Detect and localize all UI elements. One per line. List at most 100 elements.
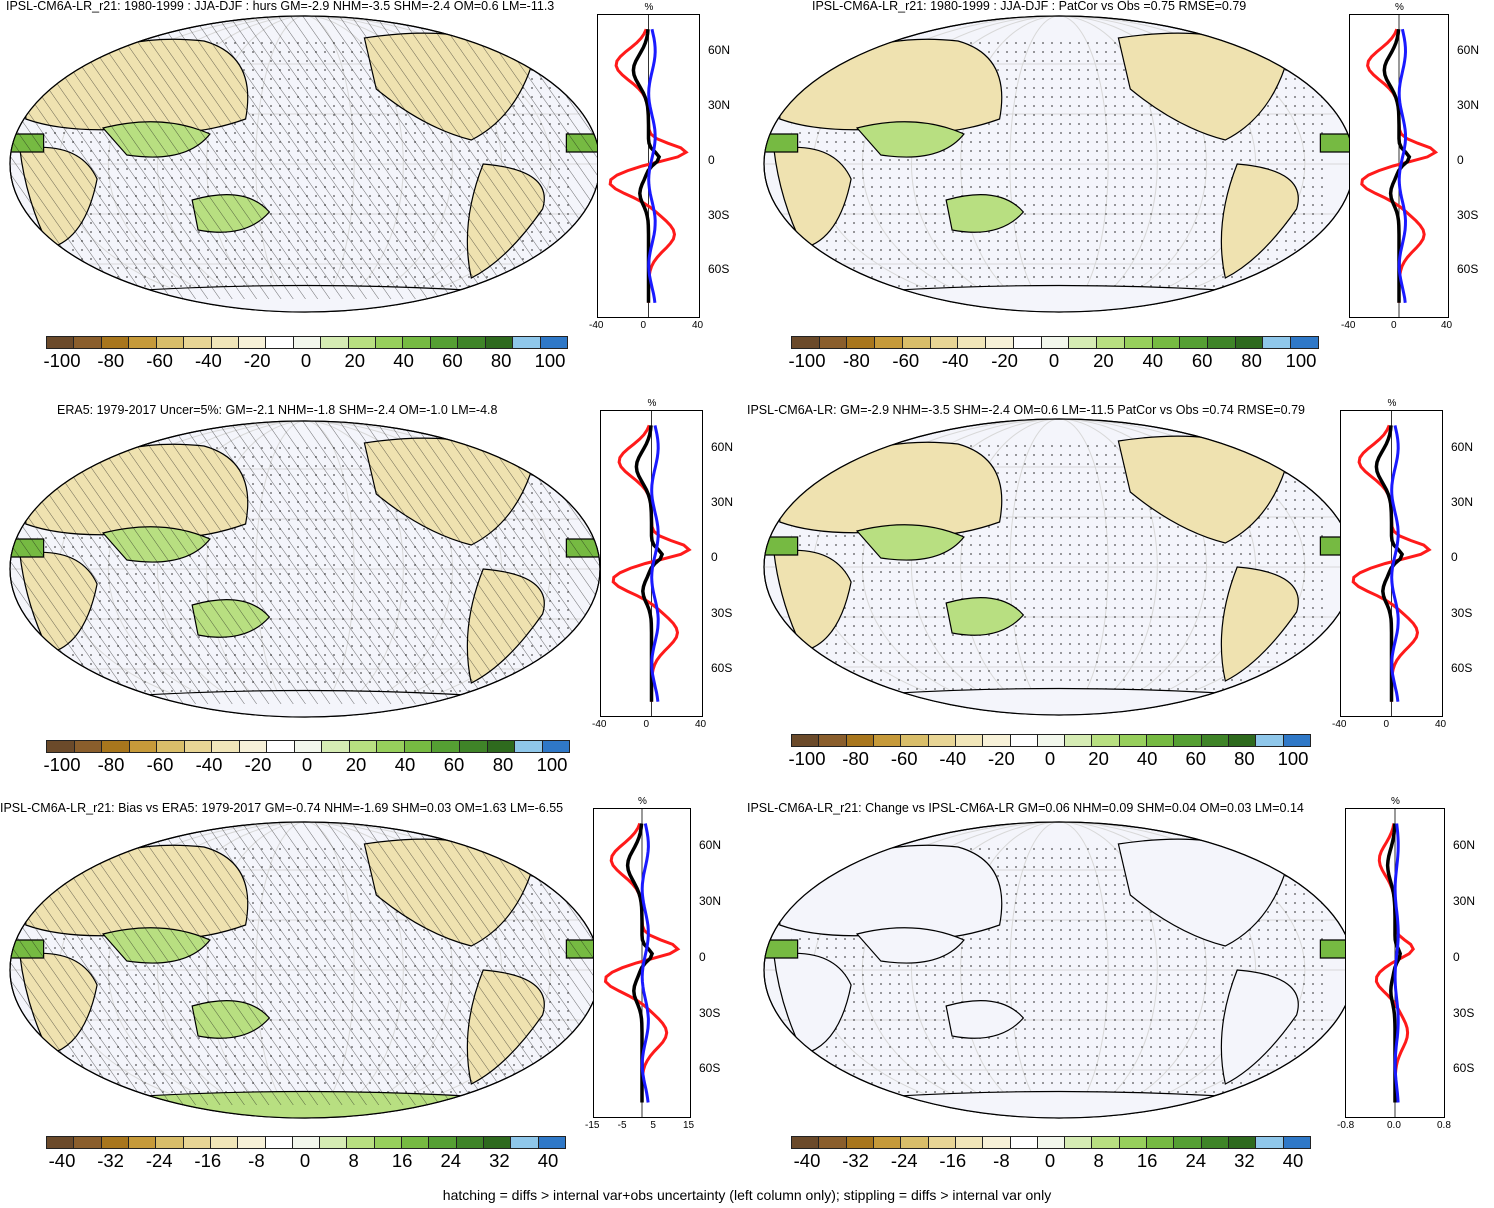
latitude-tick-label: 60N	[1457, 43, 1480, 58]
continent-eurasia	[779, 441, 1003, 536]
colorbar-swatch	[129, 741, 158, 752]
colorbar-swatch	[456, 1137, 484, 1148]
latitude-tick-label: 30N	[699, 894, 722, 908]
colorbar-tick-label: 100	[536, 754, 568, 775]
profile-line-red	[1374, 823, 1416, 1103]
colorbar-swatch	[1291, 337, 1318, 348]
colorbar-tick-label: -40	[941, 350, 969, 371]
latitude-tick-label: 60N	[711, 439, 734, 454]
panel-title: IPSL-CM6A-LR_r21: 1980-1999 : JJA-DJF : …	[6, 0, 555, 13]
latitude-tick-label: 60N	[699, 838, 722, 853]
colorbar-tick-label: 60	[1185, 748, 1207, 769]
monsoon-region	[855, 524, 965, 561]
colorbar-tick-label: -32	[842, 1150, 869, 1171]
colorbar-swatch	[1147, 735, 1175, 746]
colorbar-swatch	[102, 741, 130, 752]
colorbar-swatch	[901, 735, 929, 746]
latitude-tick-label: 30S	[711, 605, 733, 620]
latitude-tick-label: 60S	[1451, 660, 1473, 675]
colorbar-swatch	[238, 337, 267, 348]
colorbar-swatch	[374, 1137, 403, 1148]
colorbar-swatch	[792, 1137, 820, 1148]
colorbar-tick-label: -60	[146, 754, 174, 775]
panel-title: IPSL-CM6A-LR_r21: Bias vs ERA5: 1979-201…	[0, 801, 564, 815]
colorbar-tick-label: -32	[97, 1150, 124, 1171]
colorbar-swatch	[846, 735, 874, 746]
colorbar-tick-label: -80	[842, 748, 869, 769]
monsoon-region	[855, 927, 965, 964]
colorbar-swatch	[74, 337, 102, 348]
colorbar-swatch	[1263, 337, 1292, 348]
panel-title: IPSL-CM6A-LR_r21: Change vs IPSL-CM6A-LR…	[747, 801, 1304, 815]
profile-unit-label: %	[644, 2, 654, 13]
latitude-tick-label: 0	[1453, 949, 1460, 964]
colorbar-swatch	[873, 735, 902, 746]
colorbar-swatch	[47, 1137, 75, 1148]
colorbar-swatch	[955, 735, 984, 746]
colorbar-swatch	[402, 1137, 430, 1148]
colorbar-tick-label: 0	[300, 350, 312, 371]
colorbar-swatch	[101, 337, 130, 348]
colorbar-swatch	[1013, 337, 1042, 348]
latitude-tick-label: 0	[711, 550, 718, 565]
latitude-tick-label: 0	[699, 949, 706, 964]
profile-x-tick-label: 0.0	[1387, 1120, 1401, 1131]
colorbar-tick-label: -60	[890, 748, 918, 769]
colorbar-swatch	[515, 741, 543, 752]
profile-x-tick-label: -40	[1341, 320, 1356, 331]
profile-line-blue	[1393, 823, 1400, 1103]
colorbar-swatch	[429, 1137, 457, 1148]
continent-australia	[945, 597, 1025, 636]
colorbar-swatch	[239, 741, 268, 752]
profile-x-tick-label: -15	[585, 1120, 600, 1131]
colorbar-swatch	[538, 1137, 565, 1148]
colorbar-tick-label: 32	[489, 1150, 510, 1171]
zonal-mean-profile-icon	[1349, 14, 1449, 318]
colorbar-swatch	[432, 741, 460, 752]
profile-x-tick-label: 40	[1441, 320, 1453, 331]
continent-africa	[773, 146, 852, 249]
colorbar-tick-label: -20	[988, 748, 1015, 769]
colorbar-swatch	[292, 1137, 321, 1148]
colorbar-tick-label: -100	[788, 748, 826, 769]
colorbar-swatch	[129, 337, 157, 348]
colorbar-tick-label: 80	[1241, 350, 1262, 371]
colorbar-swatch	[983, 1137, 1011, 1148]
colorbar-swatch	[983, 735, 1011, 746]
colorbar-swatch	[1065, 1137, 1093, 1148]
colorbar-swatch	[101, 1137, 129, 1148]
panel-title: IPSL-CM6A-LR_r21: 1980-1999 : JJA-DJF : …	[812, 0, 1247, 13]
colorbar-tick-label: -80	[843, 350, 870, 371]
colorbar-swatch	[1041, 337, 1070, 348]
colorbar-swatch	[184, 741, 213, 752]
colorbar-swatch	[928, 1137, 956, 1148]
hatching	[10, 822, 600, 1105]
colorbar-tick-label: 40	[1136, 748, 1158, 769]
colorbar-tick-label: 16	[391, 1150, 413, 1171]
profile-line-red	[608, 28, 689, 303]
colorbar-swatch	[542, 741, 570, 752]
latitude-tick-label: 60S	[708, 262, 730, 277]
latitude-tick-label: 30S	[1457, 207, 1479, 222]
colorbar-tick-label: 80	[492, 754, 514, 775]
colorbar-swatch	[511, 1137, 539, 1148]
panel-title: ERA5: 1979-2017 Uncer=5%: GM=-2.1 NHM=-1…	[57, 403, 498, 417]
colorbar-swatch	[901, 1137, 929, 1148]
colorbar-swatch	[1201, 735, 1229, 746]
colorbar-swatch	[1092, 1137, 1120, 1148]
colorbar-swatch	[347, 1137, 375, 1148]
colorbar-swatch	[294, 741, 323, 752]
colorbar-tick-label: -80	[97, 754, 125, 775]
profile-x-tick-label: -0.8	[1337, 1120, 1355, 1131]
colorbar-swatch	[875, 337, 903, 348]
latitude-tick-label: 60N	[708, 43, 731, 58]
latitude-tick-label: 60S	[699, 1061, 721, 1076]
colorbar-tick-label: 100	[534, 350, 566, 371]
continent-antarctica	[850, 1090, 1268, 1118]
colorbar-tick-label: -60	[892, 350, 920, 371]
colorbar-swatch	[928, 735, 956, 746]
colorbar-swatch	[847, 337, 876, 348]
profile-x-tick-label: 5	[650, 1120, 656, 1131]
profile-line-blue	[647, 28, 657, 303]
latitude-tick-label: 30S	[1453, 1005, 1475, 1020]
